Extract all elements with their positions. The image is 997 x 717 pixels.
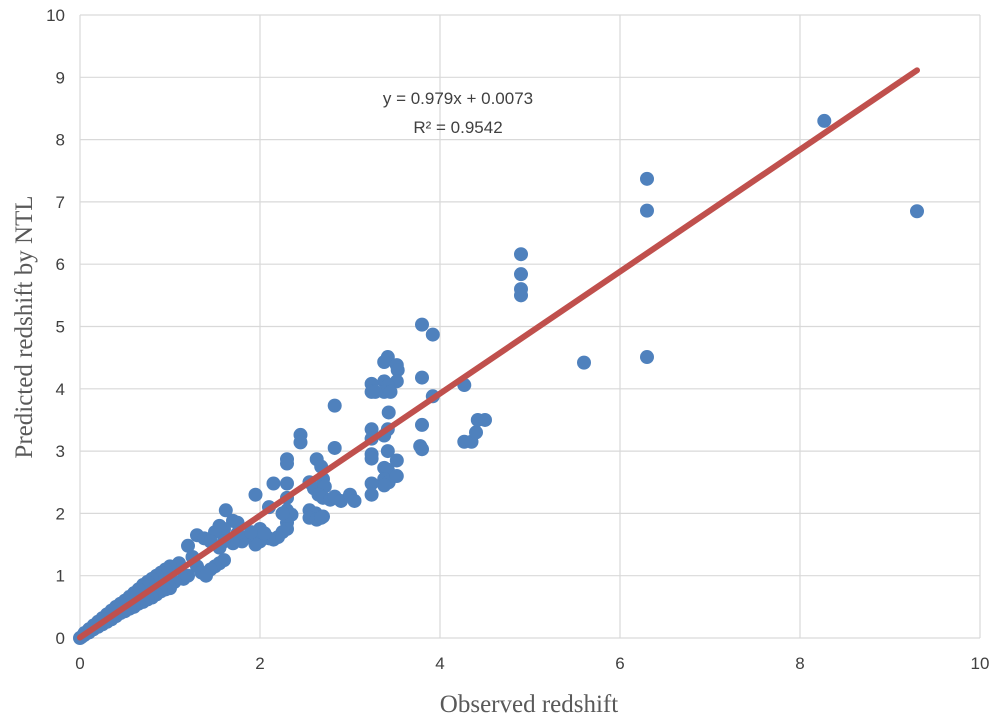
data-point	[181, 538, 195, 553]
data-point	[377, 355, 392, 370]
data-point	[327, 398, 342, 413]
data-point	[364, 476, 379, 491]
data-point	[640, 350, 654, 365]
data-point	[280, 456, 294, 471]
y-tick-label: 7	[56, 193, 65, 212]
data-point	[514, 267, 528, 282]
data-point	[514, 247, 528, 262]
y-tick-label: 5	[56, 318, 65, 337]
data-point	[380, 444, 395, 459]
data-point	[910, 204, 924, 219]
data-point	[383, 384, 398, 399]
data-point	[389, 469, 404, 484]
data-point	[381, 405, 396, 420]
data-point	[368, 384, 383, 399]
y-tick-label: 1	[56, 567, 65, 586]
x-tick-label: 6	[615, 654, 624, 673]
data-point	[389, 453, 404, 468]
x-axis-title: Observed redshift	[440, 691, 618, 717]
y-tick-label: 4	[56, 380, 65, 399]
data-point	[314, 510, 329, 525]
data-point	[244, 525, 258, 540]
x-tick-label: 0	[75, 654, 84, 673]
data-point	[469, 425, 483, 440]
x-tick-label: 10	[971, 654, 990, 673]
trendline	[77, 67, 920, 641]
data-point	[415, 317, 429, 332]
y-tick-label: 2	[56, 504, 65, 523]
data-point	[257, 526, 272, 541]
data-point	[293, 435, 308, 450]
data-point	[199, 568, 213, 583]
data-point	[347, 493, 362, 508]
data-point	[364, 451, 379, 466]
y-tick-label: 6	[56, 255, 65, 274]
y-axis-title: Predicted redshift by NTL	[11, 195, 38, 458]
data-point	[640, 171, 654, 186]
data-point	[364, 487, 379, 502]
data-point	[415, 442, 429, 457]
data-point	[390, 363, 405, 378]
data-point	[577, 355, 591, 370]
x-tick-label: 4	[435, 654, 444, 673]
x-axis-ticks: 0 2 4 6 8 10	[75, 654, 989, 673]
trendline-equation: y = 0.979x + 0.0073	[383, 89, 533, 108]
y-axis-ticks: 0 1 2 3 4 5 6 7 8 9 10	[46, 6, 65, 648]
data-point	[817, 113, 832, 128]
data-point	[514, 288, 528, 303]
y-tick-label: 9	[56, 68, 65, 87]
data-point	[415, 370, 429, 385]
data-point	[266, 476, 281, 491]
y-tick-label: 10	[46, 6, 65, 25]
data-point	[640, 203, 654, 218]
data-point	[425, 327, 440, 342]
trendline-group	[77, 67, 920, 641]
data-point	[280, 476, 294, 491]
data-point	[377, 478, 392, 493]
x-tick-label: 8	[795, 654, 804, 673]
y-tick-label: 0	[56, 629, 65, 648]
data-point	[415, 417, 429, 432]
r-squared-label: R² = 0.9542	[413, 118, 502, 137]
x-tick-label: 2	[255, 654, 264, 673]
data-point	[248, 487, 263, 502]
y-tick-label: 8	[56, 131, 65, 150]
y-tick-label: 3	[56, 442, 65, 461]
data-point	[478, 412, 492, 427]
data-points	[73, 113, 924, 645]
data-point	[327, 440, 342, 455]
data-point	[218, 503, 233, 518]
data-point	[275, 506, 290, 521]
